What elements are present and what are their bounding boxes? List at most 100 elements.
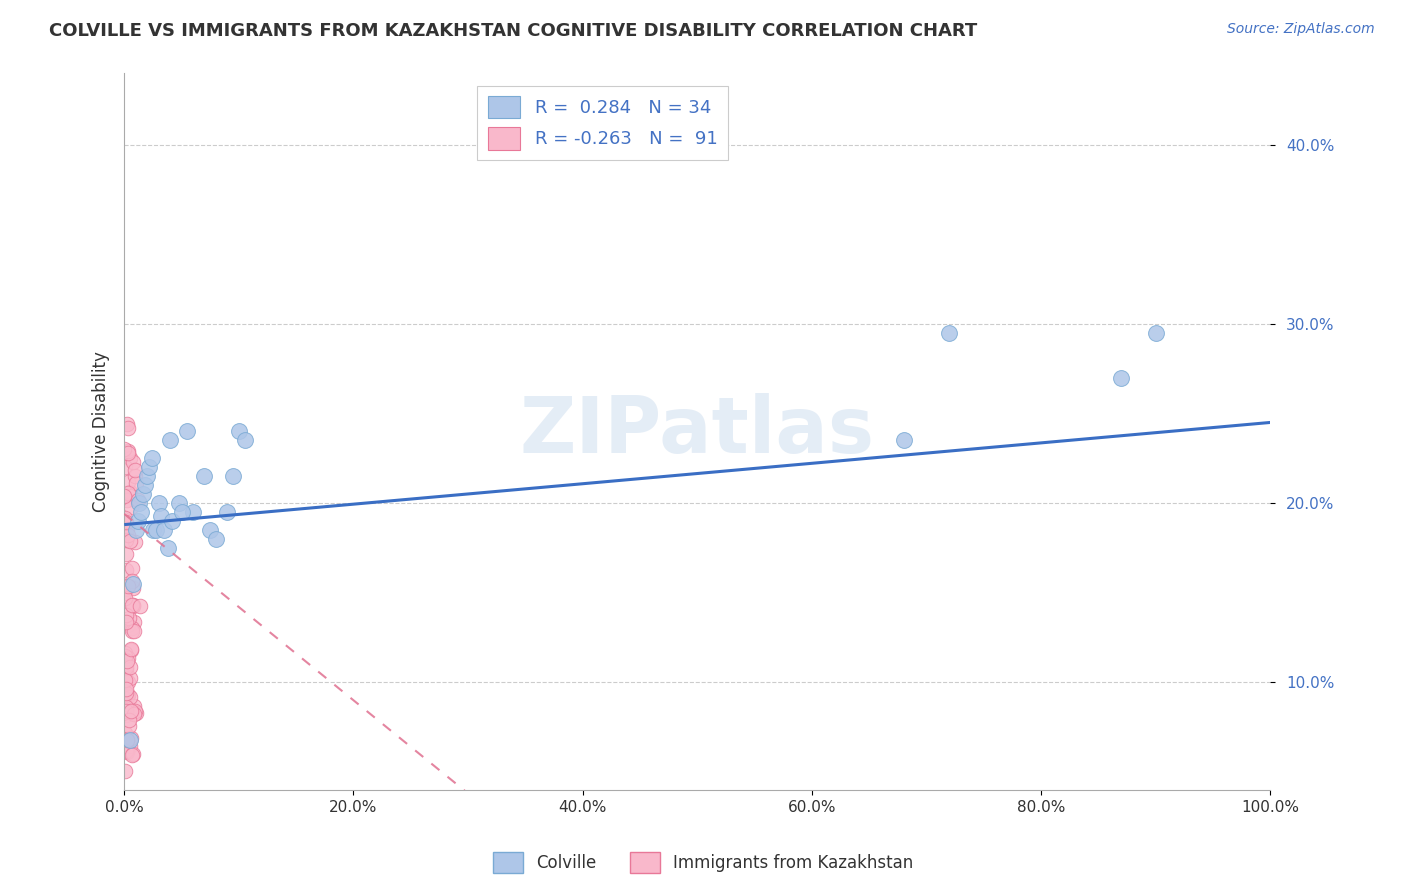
Point (115, 691, 138, 706)
Point (222, 469, 245, 483)
Point (117, 446, 139, 460)
Point (117, 688, 139, 702)
Point (115, 745, 138, 759)
Point (112, 442, 135, 456)
Point (114, 662, 136, 676)
Point (117, 475, 139, 489)
Point (124, 615, 146, 630)
Point (121, 747, 143, 761)
Point (118, 671, 141, 685)
Point (193, 469, 215, 483)
Point (114, 649, 136, 664)
Point (114, 707, 136, 722)
Point (233, 434, 256, 448)
Point (121, 574, 143, 588)
Point (115, 686, 138, 700)
Point (118, 450, 141, 465)
Point (121, 624, 143, 639)
Point (114, 646, 136, 660)
Point (117, 528, 139, 542)
Point (114, 608, 136, 623)
Point (121, 622, 143, 636)
Point (120, 642, 142, 657)
Point (120, 660, 142, 674)
Point (115, 615, 138, 629)
Point (124, 463, 146, 477)
Y-axis label: Cognitive Disability: Cognitive Disability (93, 351, 110, 512)
Point (205, 532, 228, 546)
Point (114, 764, 136, 778)
Point (115, 417, 138, 431)
Point (127, 492, 149, 507)
Point (124, 704, 146, 718)
Point (118, 690, 141, 704)
Text: Source: ZipAtlas.com: Source: ZipAtlas.com (1227, 22, 1375, 37)
Point (149, 508, 172, 523)
Point (153, 523, 176, 537)
Legend: R =  0.284   N = 34, R = -0.263   N =  91: R = 0.284 N = 34, R = -0.263 N = 91 (477, 86, 728, 161)
Point (122, 576, 145, 591)
Point (170, 505, 193, 519)
Point (115, 582, 138, 596)
Point (162, 514, 184, 528)
Point (141, 451, 163, 466)
Point (156, 541, 179, 555)
Point (121, 599, 143, 613)
Point (124, 468, 146, 483)
Point (217, 505, 239, 519)
Point (893, 434, 915, 448)
Point (114, 489, 136, 503)
Point (118, 714, 141, 728)
Point (938, 326, 960, 340)
Point (120, 500, 142, 514)
Point (112, 658, 135, 673)
Point (125, 476, 148, 491)
Point (120, 739, 142, 753)
Point (115, 515, 138, 529)
Point (117, 733, 139, 747)
Point (115, 516, 138, 530)
Point (115, 744, 138, 758)
Point (1144, 326, 1167, 340)
Point (117, 443, 139, 458)
Point (125, 523, 148, 537)
Point (115, 522, 138, 536)
Point (124, 706, 146, 720)
Point (145, 523, 167, 537)
Point (118, 718, 141, 732)
Point (121, 599, 143, 613)
Point (134, 478, 156, 492)
Point (138, 460, 160, 475)
Point (121, 581, 143, 595)
Point (117, 493, 139, 508)
Point (118, 732, 141, 747)
Point (127, 514, 149, 528)
Point (159, 434, 181, 448)
Point (115, 702, 138, 716)
Point (121, 748, 143, 763)
Point (136, 469, 159, 483)
Point (115, 654, 138, 668)
Point (114, 563, 136, 577)
Point (115, 533, 138, 547)
Point (117, 421, 139, 435)
Point (176, 425, 198, 439)
Point (128, 599, 150, 613)
Point (115, 731, 138, 746)
Point (117, 486, 139, 500)
Point (120, 534, 142, 549)
Text: COLVILLE VS IMMIGRANTS FROM KAZAKHSTAN COGNITIVE DISABILITY CORRELATION CHART: COLVILLE VS IMMIGRANTS FROM KAZAKHSTAN C… (49, 22, 977, 40)
Point (112, 585, 135, 599)
Point (181, 505, 204, 519)
Point (117, 674, 139, 689)
Point (122, 599, 145, 613)
Point (117, 651, 139, 665)
Point (121, 455, 143, 469)
Point (114, 697, 136, 711)
Point (117, 579, 139, 593)
Point (148, 496, 170, 510)
Point (115, 660, 138, 674)
Point (122, 699, 145, 714)
Point (198, 523, 221, 537)
Point (131, 505, 153, 519)
